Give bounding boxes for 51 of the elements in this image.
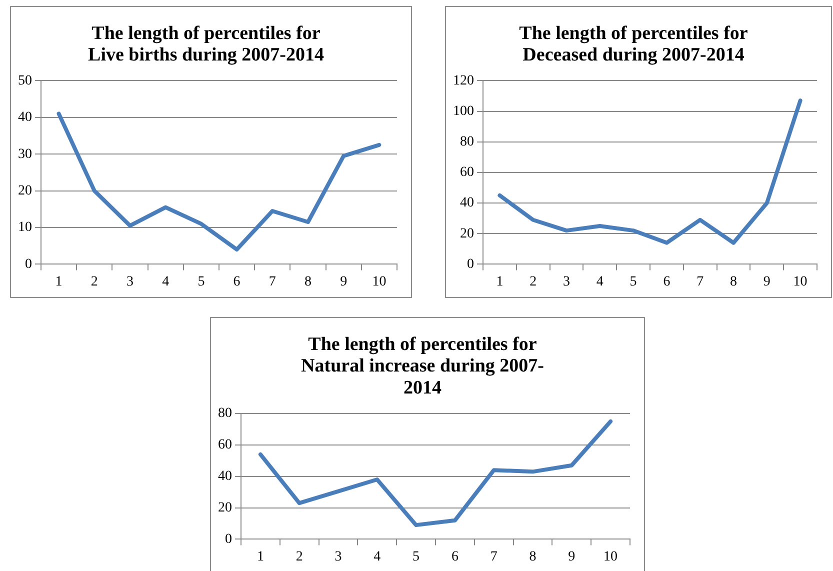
x-tick-label: 2	[296, 549, 303, 564]
x-tick-label: 10	[793, 274, 808, 290]
y-tick-label: 60	[460, 165, 474, 180]
x-tick-label: 3	[334, 549, 342, 564]
x-tick-label: 5	[198, 274, 205, 290]
y-tick-label: 20	[218, 500, 232, 516]
chart-title: The length of percentiles for Live births during 2007-2014	[88, 22, 324, 66]
x-tick-label: 10	[372, 274, 386, 290]
x-tick-label: 3	[126, 274, 134, 290]
y-tick-label: 20	[18, 183, 32, 198]
x-tick-label: 6	[663, 274, 670, 290]
x-tick-label: 5	[412, 549, 420, 564]
y-tick-label: 0	[467, 256, 474, 272]
x-tick-label: 6	[451, 549, 458, 564]
x-tick-label: 9	[763, 274, 770, 290]
x-tick-label: 2	[90, 274, 98, 290]
x-tick-label: 9	[340, 274, 348, 290]
x-tick-label: 8	[730, 274, 737, 290]
y-tick-label: 100	[453, 104, 474, 119]
y-tick-label: 80	[218, 406, 232, 422]
y-tick-label: 50	[18, 73, 32, 88]
x-tick-label: 7	[696, 274, 704, 290]
x-tick-label: 1	[256, 549, 264, 564]
x-tick-label: 7	[490, 549, 498, 564]
x-tick-label: 7	[268, 274, 276, 290]
y-tick-label: 10	[18, 220, 32, 236]
y-tick-label: 30	[18, 146, 32, 162]
y-tick-label: 120	[453, 73, 474, 88]
x-tick-label: 4	[596, 274, 604, 290]
x-tick-label: 5	[630, 274, 637, 290]
y-tick-label: 80	[460, 134, 474, 150]
x-tick-label: 9	[568, 549, 576, 564]
y-tick-label: 0	[225, 532, 232, 547]
x-tick-label: 4	[374, 549, 381, 564]
x-tick-label: 3	[563, 274, 570, 290]
x-tick-label: 6	[233, 274, 240, 290]
x-tick-label: 2	[530, 274, 537, 290]
x-tick-label: 8	[529, 549, 536, 564]
x-tick-label: 1	[496, 274, 504, 290]
x-tick-label: 4	[162, 274, 170, 290]
chart-title: The length of percentiles for Natural increase during 2007- 2014	[301, 334, 544, 399]
x-tick-label: 8	[304, 274, 312, 290]
y-tick-label: 0	[25, 256, 32, 272]
y-tick-label: 40	[460, 196, 474, 211]
y-tick-label: 60	[218, 438, 232, 453]
x-tick-label: 1	[55, 274, 62, 290]
y-tick-label: 20	[460, 226, 474, 242]
x-tick-label: 10	[604, 549, 618, 564]
y-tick-label: 40	[218, 469, 232, 484]
chart-title: The length of percentiles for Deceased during 2007-2014	[519, 22, 748, 66]
y-tick-label: 40	[18, 110, 32, 126]
